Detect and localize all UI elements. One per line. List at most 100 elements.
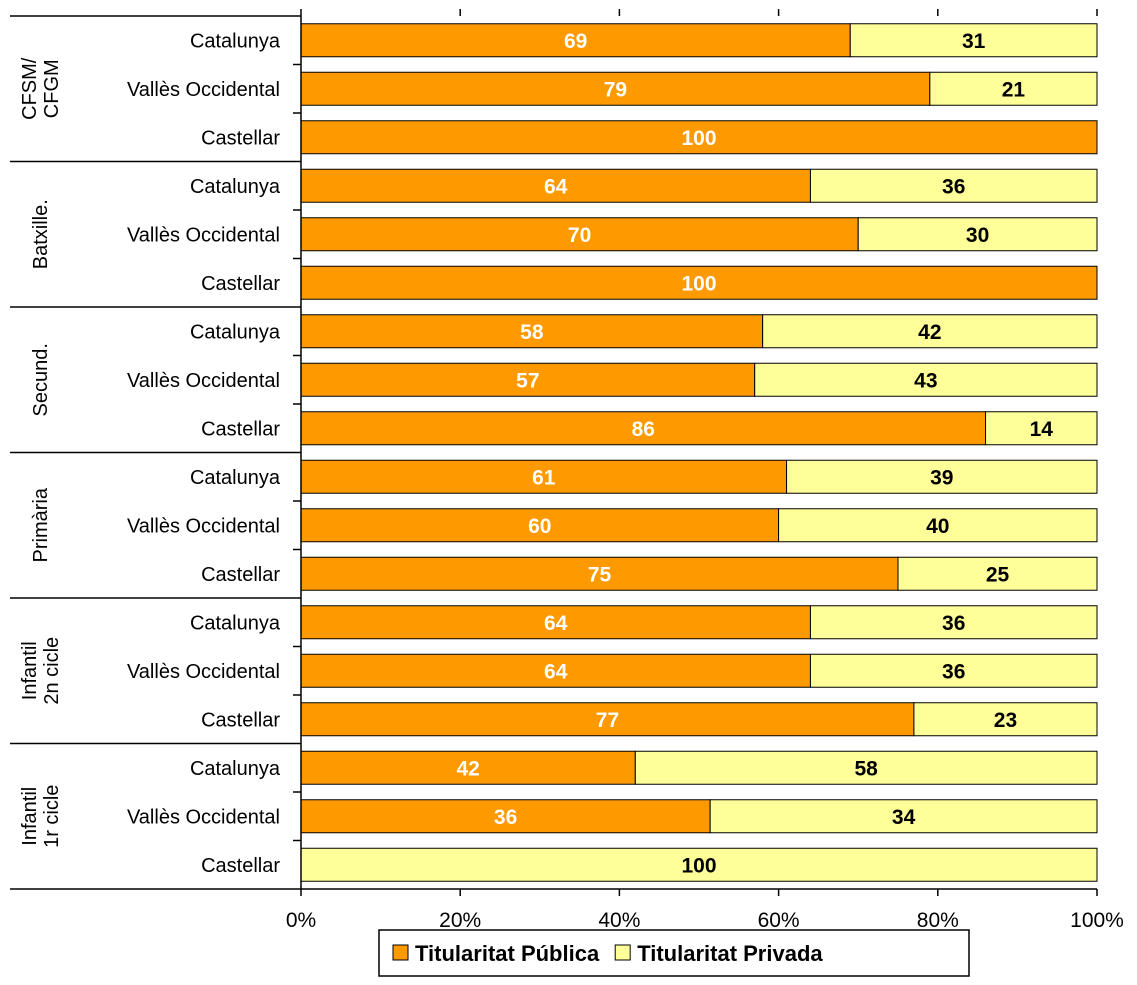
bar-public — [300, 265, 1098, 300]
data-label-private: 23 — [994, 709, 1017, 732]
data-label-private: 39 — [930, 466, 953, 489]
data-label-public: 42 — [456, 757, 479, 780]
data-label-public: 70 — [568, 224, 591, 247]
category-label: Catalunya — [190, 176, 281, 198]
group-label-line: 1r cicle — [41, 785, 63, 848]
x-tick-label: 40% — [598, 909, 640, 932]
bar-private — [778, 508, 1098, 543]
legend-label: Titularitat Privada — [637, 941, 823, 966]
group-label: Primària — [30, 487, 52, 562]
data-label-private: 58 — [854, 757, 878, 780]
legend-label: Titularitat Pública — [415, 941, 600, 966]
category-label: Vallès Occidental — [127, 806, 280, 828]
bar-public — [300, 71, 931, 106]
bar-private — [809, 168, 1098, 203]
category-label: Castellar — [201, 418, 280, 440]
data-label-public: 69 — [564, 30, 587, 53]
data-label-public: 61 — [532, 466, 556, 489]
legend-box — [378, 929, 970, 977]
data-label-public: 75 — [588, 563, 612, 586]
data-label-private: 25 — [986, 563, 1010, 586]
bar-private — [929, 71, 1098, 106]
group-label-line: CFGM — [41, 59, 63, 118]
x-tick-label: 60% — [758, 909, 800, 932]
data-label-public: 77 — [596, 709, 619, 732]
data-label-private: 21 — [1002, 78, 1026, 101]
bar-public — [300, 23, 851, 58]
data-label-public: 64 — [544, 175, 568, 198]
data-label-private: 31 — [962, 30, 986, 53]
data-label-public: 100 — [681, 127, 716, 150]
data-label-private: 14 — [1030, 418, 1054, 441]
bar-private — [762, 314, 1098, 349]
data-label-private: 34 — [892, 806, 916, 829]
legend: Titularitat Pública Titularitat Privada — [378, 929, 970, 977]
category-label: Vallès Occidental — [127, 79, 280, 101]
x-tick-label: 0% — [286, 909, 316, 932]
data-label-public: 64 — [544, 660, 568, 683]
category-label: Castellar — [201, 273, 280, 295]
axes — [10, 9, 1098, 896]
category-label: Catalunya — [190, 467, 281, 489]
bar-public — [300, 750, 636, 785]
bar-public — [300, 605, 811, 640]
data-label-public: 58 — [520, 321, 544, 344]
bar-private — [634, 750, 1098, 785]
category-label: Vallès Occidental — [127, 661, 280, 683]
category-label: Catalunya — [190, 758, 281, 780]
bar-public — [300, 362, 756, 397]
bar-private — [300, 847, 1098, 882]
group-label-line: 2n cicle — [41, 637, 63, 705]
data-label-public: 57 — [516, 369, 539, 392]
group-label-line: Secund. — [30, 343, 52, 416]
data-label-private: 40 — [926, 515, 949, 538]
group-label: Infantil1r cicle — [19, 785, 63, 848]
bar-private — [754, 362, 1098, 397]
bar-private — [809, 653, 1098, 688]
group-label-line: Batxille. — [30, 199, 52, 269]
data-label-public: 36 — [494, 806, 517, 829]
bar-public — [300, 799, 711, 834]
category-label: Castellar — [201, 709, 280, 731]
data-label-private: 100 — [681, 854, 716, 877]
x-tick-label: 100% — [1070, 909, 1124, 932]
data-label-public: 64 — [544, 612, 568, 635]
group-label: Secund. — [30, 343, 52, 416]
group-label: Infantil2n cicle — [19, 637, 63, 705]
data-label-public: 100 — [681, 272, 716, 295]
category-label: Vallès Occidental — [127, 224, 280, 246]
group-label-line: Infantil — [19, 787, 41, 846]
bar-private — [709, 799, 1098, 834]
category-label: Catalunya — [190, 321, 281, 343]
bar-public — [300, 120, 1098, 155]
category-label: Castellar — [201, 564, 280, 586]
group-label-line: Primària — [30, 487, 52, 562]
data-label-public: 79 — [604, 78, 627, 101]
category-label: Vallès Occidental — [127, 515, 280, 537]
data-label-public: 86 — [632, 418, 655, 441]
category-label: Catalunya — [190, 30, 281, 52]
data-label-private: 43 — [914, 369, 937, 392]
group-label-line: Infantil — [19, 641, 41, 700]
legend-swatch — [392, 944, 409, 961]
category-label: Castellar — [201, 127, 280, 149]
data-label-private: 36 — [942, 660, 965, 683]
x-tick-label: 80% — [917, 909, 959, 932]
bar-public — [300, 508, 780, 543]
data-label-private: 30 — [966, 224, 989, 247]
labels: 0% 20% 40% 60% 80% 100% 69 31 Catalunya 79 21 Vallè… — [19, 30, 1124, 932]
bar-private — [913, 702, 1098, 737]
data-label-public: 60 — [528, 515, 551, 538]
legend-swatch — [614, 944, 631, 961]
category-label: Vallès Occidental — [127, 370, 280, 392]
x-tick-label: 20% — [439, 909, 481, 932]
data-label-private: 36 — [942, 175, 965, 198]
bar-private — [786, 459, 1098, 494]
bar-private — [849, 23, 1098, 58]
bars — [300, 23, 1098, 882]
bar-private — [897, 556, 1098, 591]
group-label: Batxille. — [30, 199, 52, 269]
bar-public — [300, 556, 899, 591]
category-label: Castellar — [201, 855, 280, 877]
